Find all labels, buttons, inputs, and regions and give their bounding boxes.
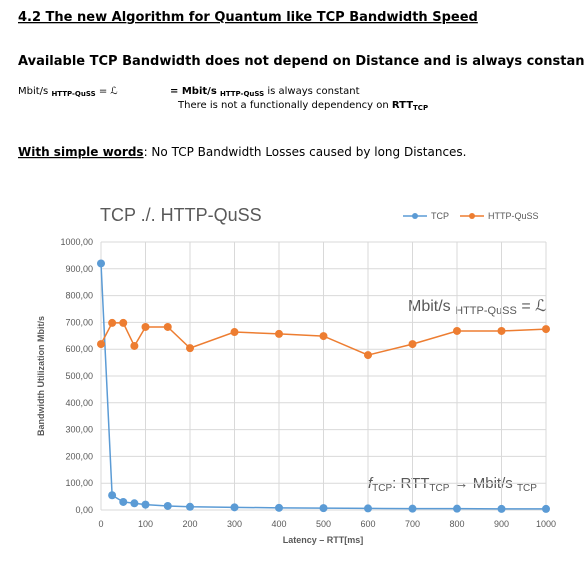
data-point [119,497,128,506]
note-sub: TCP [413,104,428,112]
y-tick-label: 300,00 [65,425,93,435]
x-tick-label: 0 [98,519,103,529]
data-point [364,351,372,360]
annotation-sub: HTTP-QuSS [455,305,517,317]
legend-label: TCP [431,211,449,221]
data-point [230,328,239,337]
annotation-sub: TCP [429,483,449,494]
y-tick-label: 100,00 [65,478,93,488]
data-point [230,503,239,512]
data-point [364,504,372,513]
data-point [275,329,283,338]
chart-title: TCP ./. HTTP-QuSS [100,205,262,225]
annotation-text: = ℒ [521,298,546,315]
formula-text: = Mbit/s [170,86,217,97]
data-point [163,501,172,510]
x-tick-label: 100 [138,519,153,529]
data-point [497,504,506,513]
annotation: fTCP: RTTTCP → Mbit/s TCP [368,475,537,495]
y-tick-label: 700,00 [65,317,93,327]
statement: Available TCP Bandwidth does not depend … [18,54,584,69]
formula-left: Mbit/s HTTP-QuSS = ℒ [18,86,118,99]
annotation-sub: TCP [517,483,537,494]
y-tick-label: 0,00 [75,505,93,515]
data-point [186,344,194,353]
summary-text: : No TCP Bandwidth Losses caused by long… [144,145,467,159]
x-tick-label: 300 [227,519,242,529]
x-tick-label: 1000 [536,519,556,529]
formula-sub: HTTP-QuSS [51,90,95,98]
x-tick-label: 200 [182,519,197,529]
y-axis-title: Bandwidth Utilization Mbit/s [36,316,46,436]
legend-marker [469,213,475,219]
data-point [497,326,506,335]
y-tick-label: 1000,00 [60,237,93,247]
data-point [108,491,117,500]
x-tick-label: 800 [449,519,464,529]
formula-right: = Mbit/s HTTP-QuSS is always constant [170,86,360,99]
y-tick-label: 900,00 [65,264,93,274]
annotation-text: Mbit/s [408,298,451,315]
data-point [319,332,328,341]
x-tick-label: 700 [405,519,420,529]
y-tick-label: 800,00 [65,291,93,301]
formula-note: There is not a functionally dependency o… [177,100,428,112]
y-tick-label: 500,00 [65,371,93,381]
y-tick-label: 400,00 [65,398,93,408]
formula-text: is always constant [267,86,359,97]
x-tick-label: 900 [494,519,509,529]
data-point [319,504,328,513]
note-text: There is not a functionally dependency o… [177,100,389,111]
data-point [97,259,105,268]
annotation: Mbit/s HTTP-QuSS = ℒ [408,298,547,318]
data-point [108,318,117,327]
data-point [542,504,550,513]
formula-sub: HTTP-QuSS [220,90,264,98]
note-bold: RTT [392,100,413,111]
data-point [453,504,461,513]
data-point [408,340,417,349]
data-point [275,503,283,512]
data-point [130,341,139,350]
annotation-sub: TCP [372,483,392,494]
summary-label: With simple words [18,145,144,159]
x-axis-title: Latency – RTT[ms] [283,535,364,545]
legend-marker [412,213,418,219]
heading: 4.2 The new Algorithm for Quantum like T… [18,10,478,25]
data-point [141,322,150,331]
x-tick-label: 600 [360,519,375,529]
legend-label: HTTP-QuSS [488,211,539,221]
y-tick-label: 600,00 [65,344,93,354]
y-tick-label: 200,00 [65,451,93,461]
x-tick-label: 400 [271,519,286,529]
data-point [186,502,194,511]
data-point [97,340,105,349]
x-tick-label: 500 [316,519,331,529]
data-point [141,500,150,509]
data-point [163,322,172,331]
data-point [119,318,128,327]
data-point [408,504,417,513]
data-point [542,325,550,334]
summary: With simple words: No TCP Bandwidth Loss… [18,145,467,159]
formula-text: Mbit/s [18,86,48,97]
formula-eq: = ℒ [99,86,118,97]
data-point [130,499,139,508]
data-point [453,326,461,335]
